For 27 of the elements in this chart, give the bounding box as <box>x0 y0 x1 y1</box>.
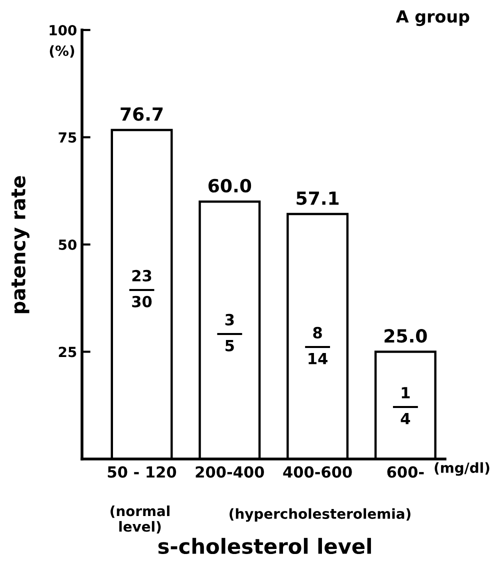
x-tick-label: 600- <box>387 466 424 478</box>
y-axis-title: patency rate <box>12 176 30 314</box>
y-tick-label: 25 <box>58 346 76 358</box>
annotation: 3 <box>225 314 234 326</box>
text: (mg/dl) <box>434 462 490 476</box>
x-tick-label: 200-400 <box>196 466 264 478</box>
data-label: 57.1 <box>296 192 339 205</box>
y-tick-label: 50 <box>58 239 76 250</box>
annotation: 4 <box>400 413 410 424</box>
data-label: 76.7 <box>120 107 163 121</box>
annotation: 5 <box>226 340 234 352</box>
text: (normal level) <box>110 506 170 534</box>
x-tick-label: 400-600 <box>283 466 352 478</box>
annotation: 30 <box>132 296 152 308</box>
annotation: 1 <box>402 387 410 398</box>
x-axis-title: s-cholesterol level <box>158 538 371 554</box>
x-tick-label: 50 - 120 <box>108 466 176 478</box>
annotation: 14 <box>308 353 328 364</box>
text: (hypercholesterolemia) <box>230 508 410 522</box>
chart-title: A group <box>396 10 470 26</box>
data-label: 60.0 <box>208 178 252 193</box>
text: (%) <box>50 45 74 58</box>
y-tick-label: 75 <box>58 132 76 143</box>
data-label: 25.0 <box>384 329 427 343</box>
y-tick-label: 100 <box>50 24 76 36</box>
annotation: 23 <box>132 270 152 282</box>
annotation: 8 <box>313 326 322 338</box>
